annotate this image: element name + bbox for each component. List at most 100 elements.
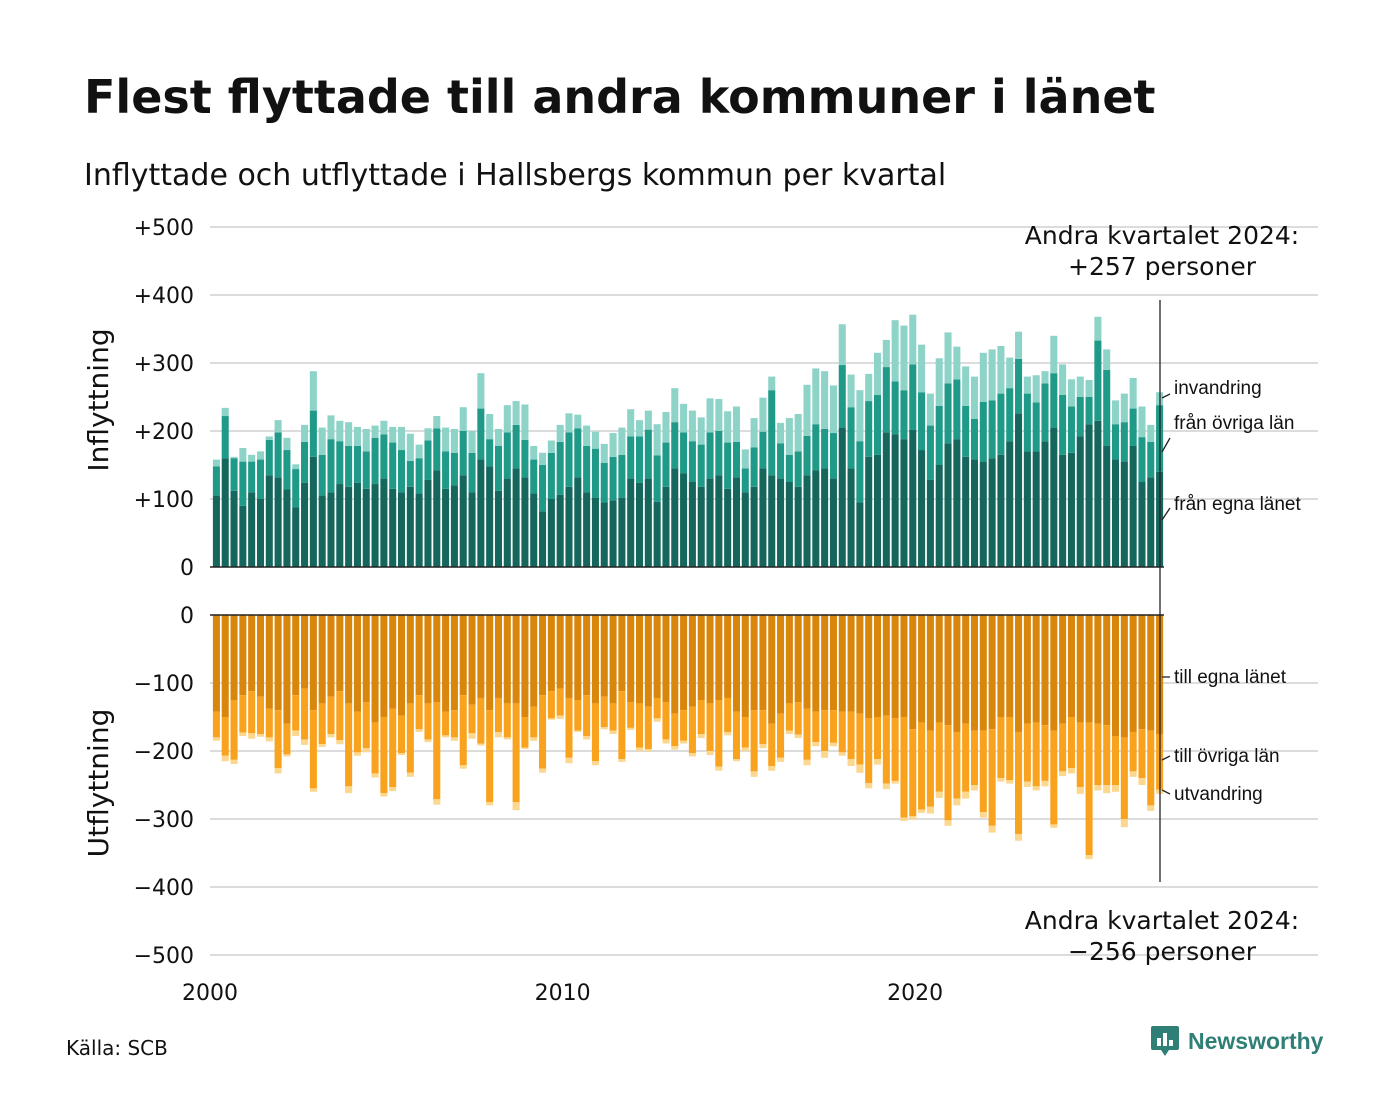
- bar-in-immigration: [265, 436, 273, 440]
- bar-in-immigration: [1111, 400, 1120, 425]
- bar-out-own-county: [962, 615, 970, 724]
- bar-out-own-county: [397, 615, 406, 716]
- bar-out-emigration: [635, 747, 644, 751]
- bar-out-own-county: [327, 615, 335, 697]
- bar-out-emigration: [1059, 771, 1067, 777]
- bar-in-other-counties: [900, 390, 908, 440]
- bar-in-other-counties: [336, 441, 344, 485]
- bar-out-emigration: [248, 733, 256, 739]
- bar-in-own-county: [1085, 424, 1093, 567]
- bar-out-emigration: [1067, 768, 1075, 774]
- bar-out-emigration: [239, 732, 247, 737]
- bar-out-emigration: [882, 783, 890, 790]
- bar-in-own-county: [433, 470, 441, 567]
- annotation-bottom-line2: −256 personer: [1068, 937, 1257, 966]
- bar-in-immigration: [688, 410, 696, 442]
- bar-in-immigration: [600, 443, 608, 463]
- bar-in-immigration: [997, 346, 1005, 394]
- bar-out-emigration: [653, 718, 661, 722]
- bar-in-own-county: [221, 458, 229, 567]
- bar-out-emigration: [1032, 786, 1040, 791]
- bar-in-own-county: [1015, 413, 1023, 567]
- bar-out-other-counties: [759, 710, 767, 745]
- bar-in-own-county: [345, 486, 353, 567]
- bar-out-own-county: [1023, 615, 1031, 724]
- newsworthy-logo-icon: [1151, 1026, 1179, 1056]
- bar-in-other-counties: [794, 451, 802, 487]
- bar-out-own-county: [239, 615, 247, 696]
- bar-in-immigration: [503, 405, 511, 433]
- bar-out-other-counties: [1032, 722, 1040, 787]
- bar-out-other-counties: [768, 723, 776, 766]
- bar-out-own-county: [768, 615, 776, 724]
- bar-out-other-counties: [962, 723, 970, 792]
- bar-out-other-counties: [353, 711, 361, 753]
- bar-out-emigration: [301, 739, 309, 745]
- bar-in-other-counties: [459, 431, 467, 476]
- legend-invandring: invandring: [1174, 378, 1262, 399]
- bar-in-other-counties: [918, 392, 926, 451]
- bar-out-other-counties: [697, 700, 705, 734]
- bar-out-emigration: [891, 780, 899, 784]
- bar-out-other-counties: [662, 702, 670, 740]
- bar-in-immigration: [1023, 376, 1031, 394]
- bar-in-other-counties: [970, 418, 979, 460]
- bar-out-emigration: [829, 742, 837, 747]
- bar-in-own-county: [1120, 461, 1128, 567]
- bar-out-emigration: [1015, 833, 1023, 841]
- bar-out-other-counties: [856, 713, 864, 765]
- bar-in-other-counties: [1129, 408, 1137, 446]
- bar-out-other-counties: [477, 697, 485, 744]
- bar-in-other-counties: [1041, 383, 1049, 442]
- bar-in-immigration: [768, 376, 776, 391]
- bar-out-other-counties: [530, 706, 538, 738]
- bar-out-other-counties: [829, 710, 837, 743]
- bar-out-other-counties: [979, 730, 987, 813]
- bar-out-emigration: [442, 735, 450, 738]
- bar-out-own-county: [741, 615, 749, 717]
- bar-out-emigration: [212, 737, 220, 741]
- bar-in-immigration: [433, 416, 441, 429]
- bar-out-emigration: [336, 740, 344, 745]
- bar-in-immigration: [618, 427, 626, 455]
- bar-in-other-counties: [212, 466, 220, 496]
- bar-in-own-county: [1059, 454, 1067, 567]
- bar-out-own-county: [600, 615, 608, 697]
- legend-fran-ovriga-lan: från övriga län: [1174, 413, 1294, 434]
- bar-in-own-county: [865, 456, 873, 567]
- bar-in-own-county: [530, 493, 538, 567]
- bar-out-other-counties: [1006, 717, 1014, 781]
- bar-out-own-county: [494, 615, 503, 698]
- bar-in-other-counties: [292, 469, 300, 508]
- bar-in-immigration: [1094, 316, 1102, 341]
- bar-out-emigration: [953, 798, 961, 806]
- bar-out-emigration: [644, 748, 652, 752]
- bar-out-own-county: [847, 615, 855, 712]
- bar-in-other-counties: [1076, 397, 1084, 437]
- bar-out-own-county: [671, 615, 679, 714]
- bar-out-other-counties: [1050, 730, 1058, 825]
- bar-in-other-counties: [512, 424, 520, 469]
- bar-out-other-counties: [1138, 729, 1146, 779]
- bar-out-emigration: [812, 742, 820, 747]
- bar-out-emigration: [371, 773, 379, 778]
- bar-in-own-county: [486, 466, 494, 567]
- bar-in-own-county: [812, 470, 820, 567]
- bar-out-own-county: [759, 615, 767, 711]
- bar-in-own-county: [706, 478, 714, 567]
- bar-in-immigration: [274, 420, 282, 433]
- bar-out-own-county: [530, 615, 538, 707]
- bar-in-other-counties: [539, 465, 547, 512]
- bar-out-emigration: [847, 759, 855, 766]
- bar-in-immigration: [970, 376, 979, 419]
- bar-in-own-county: [803, 475, 811, 567]
- bar-in-immigration: [556, 424, 564, 442]
- bar-out-own-county: [838, 615, 846, 712]
- bar-in-own-county: [1103, 445, 1111, 567]
- bar-out-emigration: [424, 739, 432, 743]
- bar-in-immigration: [353, 426, 361, 446]
- bar-out-other-counties: [574, 700, 582, 731]
- bar-in-own-county: [380, 478, 388, 567]
- bar-out-emigration: [503, 737, 511, 740]
